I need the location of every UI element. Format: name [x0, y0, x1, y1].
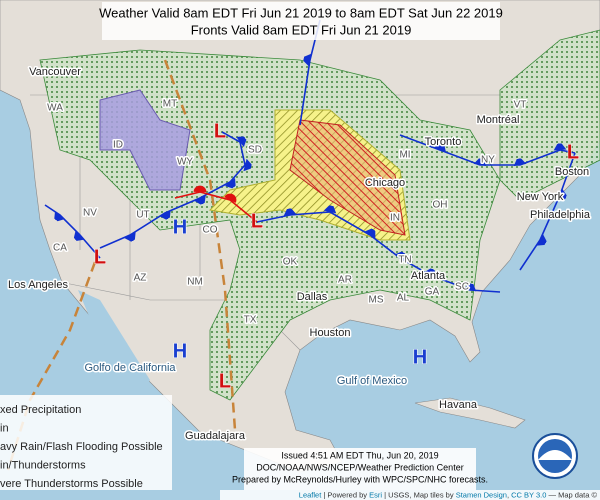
- attribution-link[interactable]: Stamen Design: [456, 490, 507, 499]
- header-line: Fronts Valid 8am EDT Fri Jun 21 2019: [191, 22, 412, 37]
- pressure-center: H: [173, 340, 187, 362]
- water-label: Golfo de California: [84, 362, 176, 374]
- state-label: AL: [397, 293, 410, 304]
- pressure-center: L: [251, 210, 263, 232]
- state-label: TN: [398, 255, 411, 266]
- state-label: TX: [244, 315, 257, 326]
- legend-label: in: [0, 422, 9, 434]
- state-label: WY: [177, 157, 193, 168]
- legend-label: vere Thunderstorms Possible: [0, 478, 143, 490]
- state-label: IN: [390, 213, 400, 224]
- state-label: AR: [338, 275, 352, 286]
- pressure-center: L: [219, 370, 231, 392]
- pressure-center: L: [214, 120, 226, 142]
- state-label: MI: [399, 150, 410, 161]
- legend: xed Precipitation in avy Rain/Flash Floodi…: [0, 404, 163, 490]
- city-label: New York: [517, 191, 564, 203]
- attribution-text: — Map data ©: [546, 490, 597, 499]
- city-label: Philadelphia: [530, 209, 591, 221]
- state-label: ID: [113, 140, 123, 151]
- noaa-logo: [532, 433, 578, 479]
- front: [44, 19, 576, 293]
- water-label: Gulf of Mexico: [337, 375, 407, 387]
- attribution: Leaflet | Powered by Esri | USGS, Map ti…: [299, 490, 598, 499]
- state-label: NM: [187, 277, 203, 288]
- legend-box: [0, 395, 172, 490]
- gulf-california: [78, 290, 150, 395]
- attribution-text: | Powered by: [321, 490, 369, 499]
- attribution-link[interactable]: Leaflet: [299, 490, 322, 499]
- issued-line: Prepared by McReynolds/Hurley with WPC/S…: [232, 474, 488, 484]
- state-label: MS: [369, 295, 384, 306]
- legend-label: in/Thunderstorms: [0, 459, 86, 471]
- legend-label: xed Precipitation: [0, 404, 81, 416]
- state-label: OH: [433, 200, 448, 211]
- pressure-center: L: [94, 246, 106, 268]
- attribution-link[interactable]: Esri: [369, 490, 382, 499]
- state-label: SD: [248, 145, 262, 156]
- issued-line: DOC/NOAA/NWS/NCEP/Weather Prediction Cen…: [256, 462, 463, 472]
- city-label: Dallas: [297, 291, 328, 303]
- issued-line: Issued 4:51 AM EDT Thu, Jun 20, 2019: [281, 450, 438, 460]
- state-label: AZ: [134, 273, 147, 284]
- state-label: UT: [136, 210, 149, 221]
- city-label: Toronto: [425, 136, 462, 148]
- pressure-center: L: [567, 141, 579, 163]
- city-label: Montréal: [477, 114, 520, 126]
- issued-box: [244, 448, 476, 490]
- header-line: Weather Valid 8am EDT Fri Jun 21 2019 to…: [99, 5, 503, 20]
- pressure-center: H: [173, 216, 187, 238]
- city-label: Guadalajara: [185, 430, 246, 442]
- state-label: MT: [163, 99, 177, 110]
- cuba: [414, 397, 526, 429]
- legend-label: avy Rain/Flash Flooding Possible: [0, 441, 163, 453]
- city-label: Vancouver: [29, 66, 81, 78]
- state-label: CO: [203, 225, 218, 236]
- state-label: OK: [283, 257, 298, 268]
- city-label: Atlanta: [411, 270, 446, 282]
- attribution-text: | USGS, Map tiles by: [382, 490, 456, 499]
- state-label: NY: [481, 155, 495, 166]
- state-label: CA: [53, 243, 67, 254]
- state-label: GA: [425, 287, 440, 298]
- city-label: Los Angeles: [8, 279, 68, 291]
- city-label: Chicago: [365, 177, 405, 189]
- attribution-bar: [220, 490, 600, 500]
- city-label: Havana: [439, 399, 478, 411]
- attribution-text: ,: [507, 490, 511, 499]
- state-label: WA: [47, 103, 63, 114]
- header-box: [102, 2, 500, 40]
- city-label: Houston: [310, 327, 351, 339]
- labels: Vancouver WA MT ID WY SD NV UT CO CA AZ NM OK TX Montr…: [7, 64, 593, 443]
- state-label: VT: [514, 100, 527, 111]
- city-label: Boston: [555, 166, 589, 178]
- attribution-link[interactable]: CC BY 3.0: [511, 490, 546, 499]
- pressure-center: H: [413, 346, 427, 368]
- state-label: SC: [455, 282, 469, 293]
- state-label: NV: [83, 208, 97, 219]
